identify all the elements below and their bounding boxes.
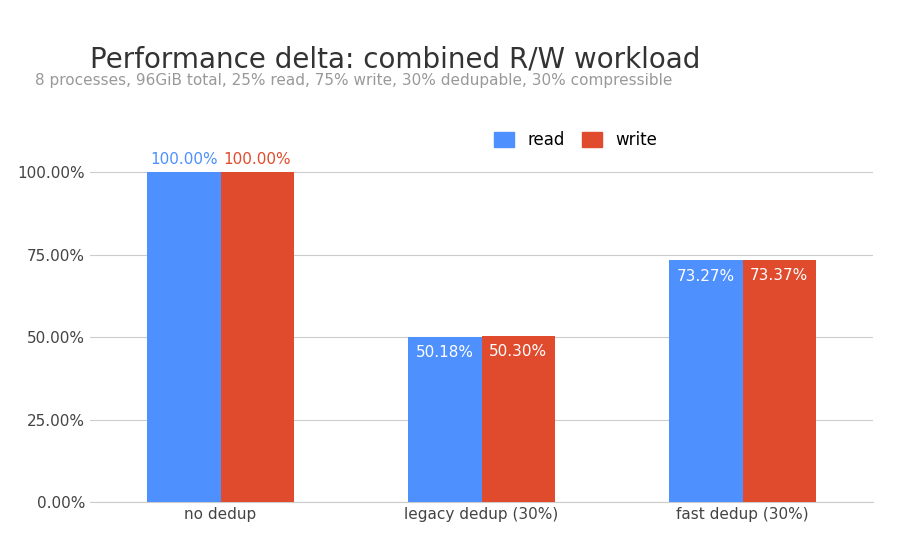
Legend: read, write: read, write — [494, 131, 657, 149]
Bar — [148, 172, 220, 502]
Bar — [670, 261, 742, 502]
Bar — [742, 260, 815, 502]
Text: 8 processes, 96GiB total, 25% read, 75% write, 30% dedupable, 30% compressible: 8 processes, 96GiB total, 25% read, 75% … — [35, 74, 672, 88]
Text: Performance delta: combined R/W workload: Performance delta: combined R/W workload — [90, 45, 700, 73]
Bar — [220, 172, 293, 502]
Text: 50.30%: 50.30% — [489, 344, 547, 359]
Text: 100.00%: 100.00% — [150, 152, 218, 167]
Text: 73.27%: 73.27% — [677, 269, 735, 283]
Text: 100.00%: 100.00% — [223, 152, 291, 167]
Text: 50.18%: 50.18% — [416, 345, 474, 360]
Bar — [409, 336, 482, 502]
Bar — [482, 336, 554, 502]
Text: 73.37%: 73.37% — [750, 268, 808, 283]
